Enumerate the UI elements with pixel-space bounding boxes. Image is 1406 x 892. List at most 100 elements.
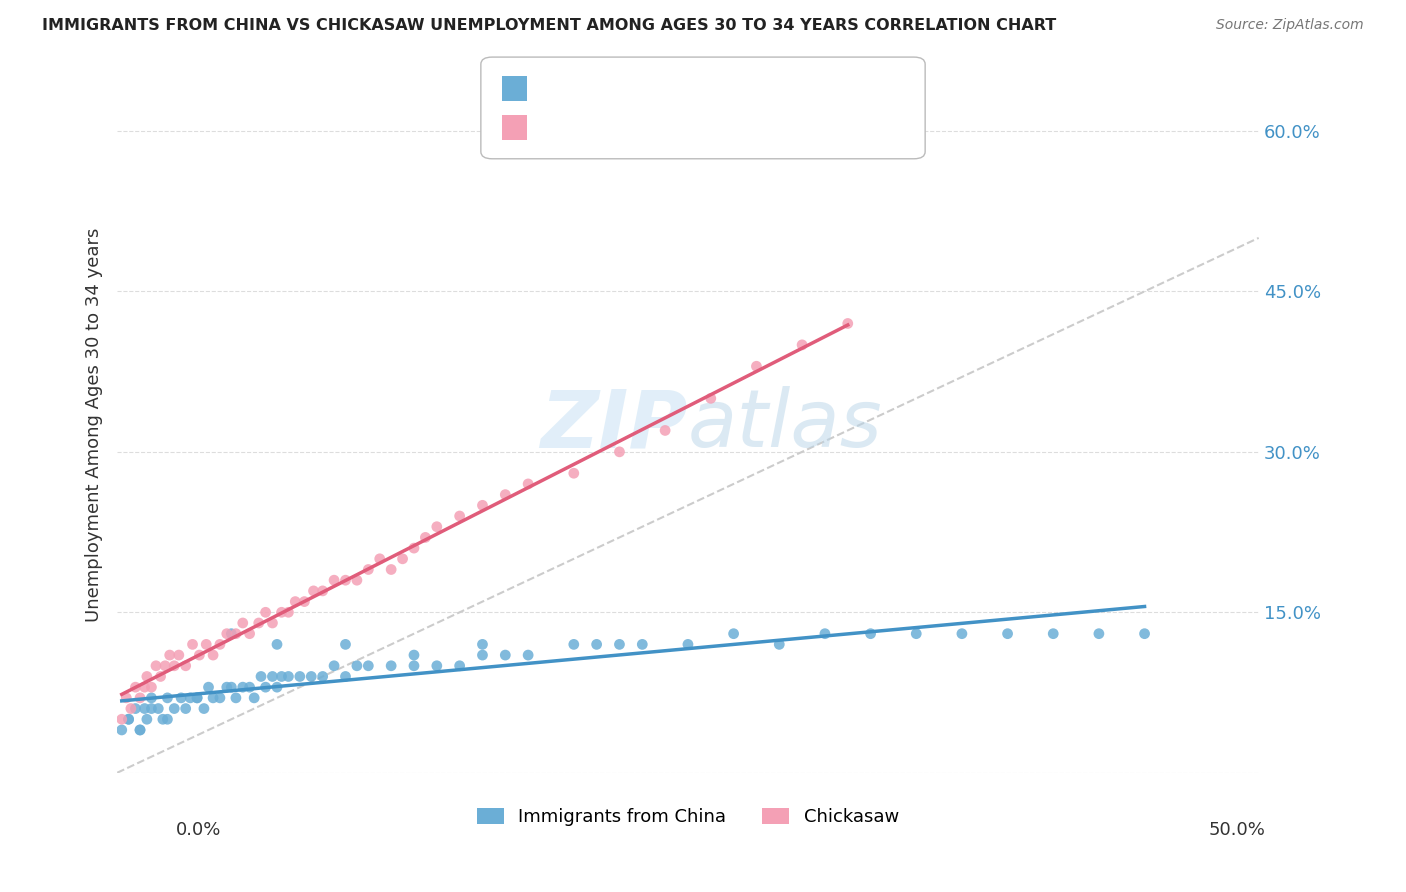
Point <box>124 680 146 694</box>
Point <box>193 701 215 715</box>
Point <box>402 541 425 555</box>
Point <box>323 658 346 673</box>
Point <box>156 712 179 726</box>
Point <box>225 690 247 705</box>
Point <box>111 723 134 737</box>
Point <box>768 637 790 651</box>
Point <box>221 626 243 640</box>
Point <box>745 359 768 374</box>
Point <box>129 723 152 737</box>
Point <box>1133 626 1156 640</box>
Point <box>124 701 146 715</box>
Point <box>232 615 254 630</box>
Point <box>357 658 380 673</box>
Point <box>494 648 516 662</box>
Point <box>631 637 654 651</box>
Point <box>471 637 494 651</box>
Point <box>181 637 204 651</box>
Point <box>149 669 172 683</box>
Point <box>135 712 157 726</box>
Point <box>323 573 346 587</box>
Point <box>159 648 181 662</box>
Point <box>163 658 186 673</box>
Point <box>1088 626 1111 640</box>
Point <box>837 317 859 331</box>
Point <box>277 605 299 619</box>
Point <box>254 680 277 694</box>
Point <box>270 605 292 619</box>
Point <box>700 392 723 406</box>
Point <box>152 712 174 726</box>
Text: N =: N = <box>647 119 683 136</box>
Point <box>335 573 357 587</box>
Point <box>471 648 494 662</box>
Point <box>153 658 176 673</box>
Point <box>117 712 139 726</box>
Point <box>195 637 218 651</box>
Point <box>471 499 494 513</box>
Point <box>115 690 138 705</box>
Point <box>156 690 179 705</box>
Point <box>426 658 449 673</box>
Point <box>277 669 299 683</box>
Point <box>380 658 402 673</box>
Point <box>202 690 225 705</box>
Point <box>368 551 391 566</box>
Point <box>117 712 139 726</box>
Point <box>266 680 288 694</box>
Text: N =: N = <box>647 79 683 97</box>
Point <box>135 669 157 683</box>
Point <box>426 519 449 533</box>
Point <box>239 626 262 640</box>
Point <box>311 669 333 683</box>
Point <box>243 690 266 705</box>
Point <box>723 626 745 640</box>
Point <box>380 562 402 576</box>
Text: R =: R = <box>534 119 571 136</box>
Point <box>262 669 284 683</box>
Point <box>202 648 225 662</box>
Point <box>221 680 243 694</box>
Point <box>585 637 607 651</box>
Point <box>129 690 152 705</box>
Point <box>167 648 190 662</box>
Point <box>905 626 928 640</box>
Text: R =: R = <box>534 79 571 97</box>
Legend: Immigrants from China, Chickasaw: Immigrants from China, Chickasaw <box>470 800 907 833</box>
Point <box>120 701 142 715</box>
Point <box>170 690 193 705</box>
Point <box>676 637 699 651</box>
Point <box>141 690 163 705</box>
Point <box>299 669 322 683</box>
Point <box>562 467 585 481</box>
Point <box>402 658 425 673</box>
Point <box>609 445 631 459</box>
Point <box>247 615 270 630</box>
Point <box>174 658 197 673</box>
Text: IMMIGRANTS FROM CHINA VS CHICKASAW UNEMPLOYMENT AMONG AGES 30 TO 34 YEARS CORREL: IMMIGRANTS FROM CHINA VS CHICKASAW UNEMP… <box>42 18 1056 33</box>
Point <box>302 583 325 598</box>
Point <box>148 701 170 715</box>
Point <box>449 658 471 673</box>
Point <box>145 658 167 673</box>
Text: 0.401: 0.401 <box>588 79 640 97</box>
Point <box>186 690 208 705</box>
Text: 70: 70 <box>700 79 723 97</box>
Point <box>346 573 368 587</box>
Point <box>188 648 211 662</box>
Point <box>215 626 238 640</box>
Point <box>292 594 315 608</box>
Text: ZIP: ZIP <box>540 386 688 464</box>
Point <box>262 615 284 630</box>
Point <box>311 583 333 598</box>
Point <box>654 424 676 438</box>
Point <box>163 701 186 715</box>
Point <box>517 648 540 662</box>
Point <box>402 648 425 662</box>
Text: atlas: atlas <box>688 386 883 464</box>
Point <box>814 626 837 640</box>
Point <box>517 477 540 491</box>
Point <box>562 637 585 651</box>
Point <box>609 637 631 651</box>
Point <box>357 562 380 576</box>
